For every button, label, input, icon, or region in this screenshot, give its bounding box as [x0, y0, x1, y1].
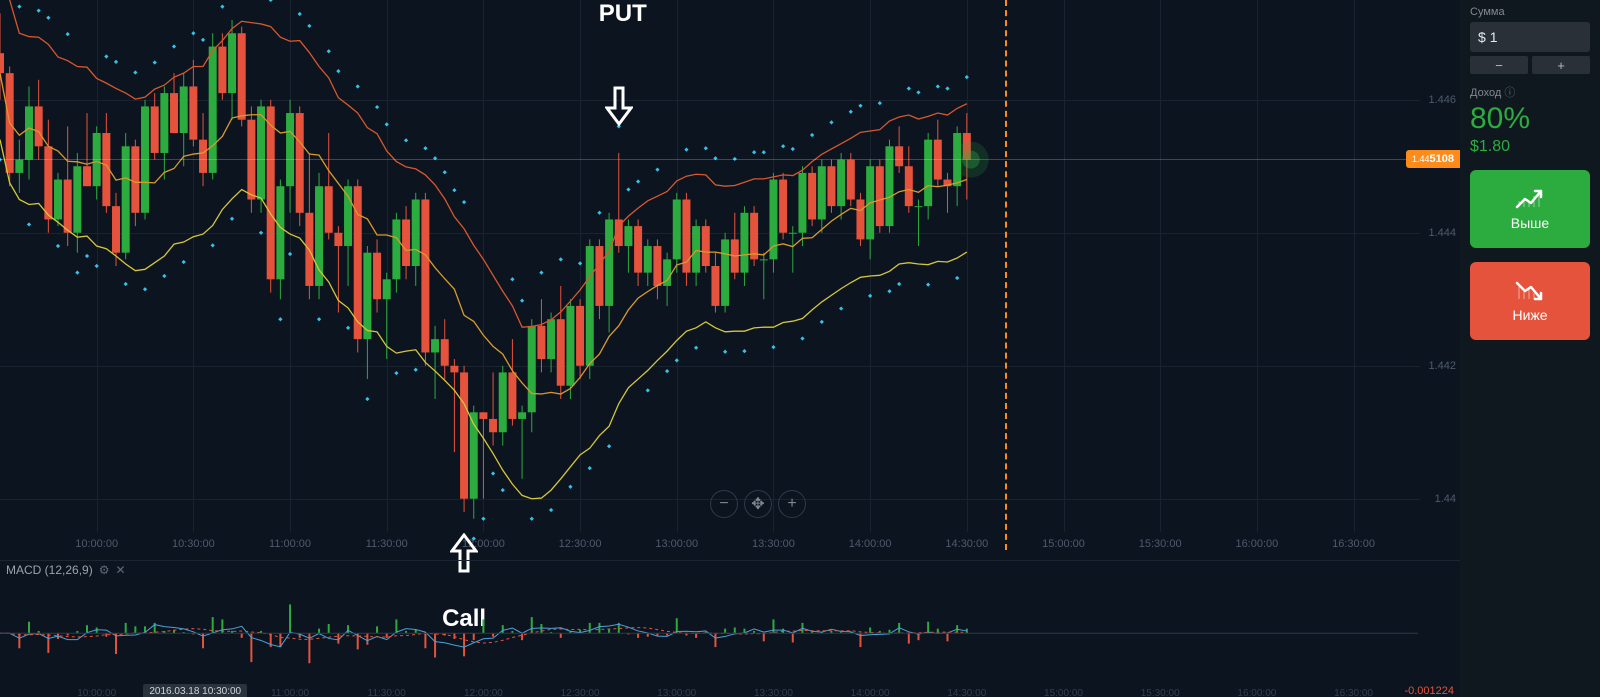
- trend-down-icon: [1515, 279, 1545, 301]
- price-tag-prefix: 1.44: [1412, 154, 1430, 164]
- macd-canvas: [0, 581, 1460, 676]
- sell-button[interactable]: Ниже: [1470, 262, 1590, 340]
- amount-increase-button[interactable]: +: [1532, 56, 1590, 74]
- trade-panel: Сумма $ 1 − + Доход ⓘ 80% $1.80 Выше Ниж…: [1460, 0, 1600, 697]
- amount-label: Сумма: [1470, 6, 1590, 18]
- zoom-reset-button[interactable]: ✥: [744, 490, 772, 518]
- current-price-line: [0, 159, 1418, 160]
- zoom-controls: − ✥ +: [710, 490, 806, 518]
- return-percent: 80%: [1470, 102, 1590, 136]
- price-chart[interactable]: 1.445108 1.441.4421.4441.446 10:00:0010:…: [0, 0, 1460, 550]
- return-label: Доход: [1470, 87, 1501, 99]
- zoom-plus-button[interactable]: +: [778, 490, 806, 518]
- macd-value: -0.001224: [1404, 685, 1454, 697]
- price-tag-main: 5108: [1430, 153, 1454, 165]
- sell-label: Ниже: [1512, 307, 1547, 323]
- close-icon[interactable]: ✕: [115, 563, 125, 577]
- buy-button[interactable]: Выше: [1470, 170, 1590, 248]
- zoom-minus-button[interactable]: −: [710, 490, 738, 518]
- chart-canvas: [0, 0, 1460, 550]
- trend-up-icon: [1515, 187, 1545, 209]
- current-time-line: [1005, 0, 1007, 550]
- macd-panel[interactable]: MACD (12,26,9) ⚙ ✕ 10:00:0010:30:0011:00…: [0, 560, 1460, 697]
- buy-label: Выше: [1511, 215, 1549, 231]
- macd-label: MACD (12,26,9): [6, 563, 93, 577]
- amount-input[interactable]: $ 1: [1470, 22, 1590, 52]
- macd-header: MACD (12,26,9) ⚙ ✕: [6, 563, 126, 577]
- amount-decrease-button[interactable]: −: [1470, 56, 1528, 74]
- macd-selected-time-badge[interactable]: 2016.03.18 10:30:00: [143, 684, 247, 697]
- amount-value: 1: [1490, 29, 1498, 45]
- current-price-tag: 1.445108: [1406, 150, 1460, 168]
- return-amount: $1.80: [1470, 138, 1590, 156]
- info-icon[interactable]: ⓘ: [1504, 87, 1515, 99]
- currency-symbol: $: [1478, 29, 1486, 45]
- annotation-label-put2: PUT: [599, 0, 647, 28]
- gear-icon[interactable]: ⚙: [99, 563, 110, 577]
